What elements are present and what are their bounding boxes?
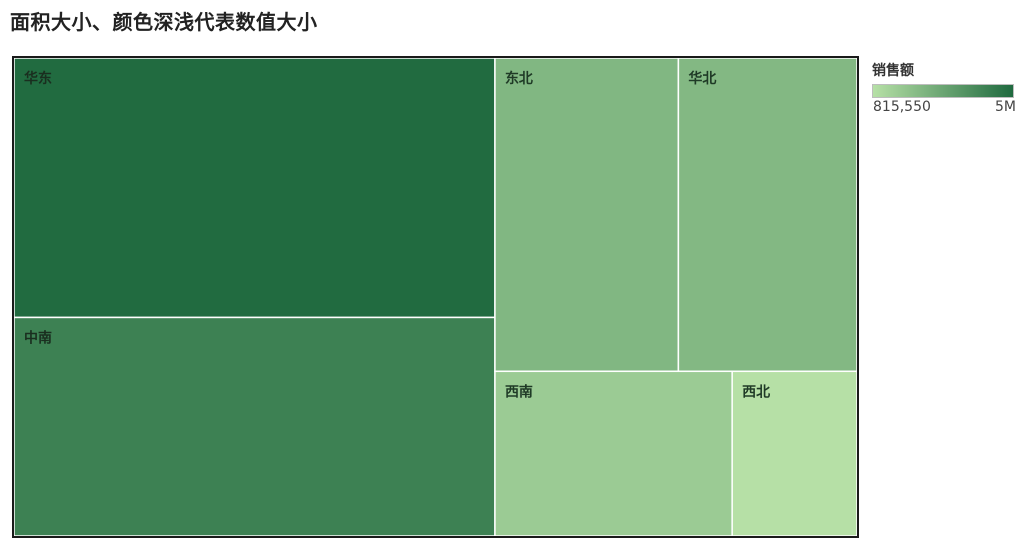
legend-max-label: 5M bbox=[995, 99, 1016, 115]
treemap-tile-label: 西北 bbox=[742, 384, 770, 400]
treemap-tile-label: 华北 bbox=[688, 70, 716, 87]
treemap-tile-华北[interactable] bbox=[677, 58, 857, 373]
page-title: 面积大小、颜色深浅代表数值大小 bbox=[10, 10, 318, 34]
treemap-tile-东北[interactable] bbox=[494, 58, 680, 373]
treemap-tile-label: 华东 bbox=[24, 70, 52, 87]
treemap-tile-中南[interactable] bbox=[14, 316, 496, 536]
treemap-tile-华东[interactable] bbox=[14, 58, 496, 319]
legend-min-label: 815,550 bbox=[873, 99, 931, 115]
treemap-chart: 华东中南 东北 华北西南 西北 bbox=[12, 56, 859, 538]
treemap-tile-label: 中南 bbox=[24, 329, 52, 346]
treemap-tile-西北[interactable] bbox=[731, 370, 857, 536]
treemap-tile-西南[interactable] bbox=[494, 370, 733, 536]
treemap-tile-label: 东北 bbox=[505, 70, 533, 87]
legend-ticks: 815,550 5M bbox=[872, 99, 1018, 119]
legend-gradient-bar bbox=[872, 84, 1014, 98]
legend-title: 销售额 bbox=[872, 63, 914, 79]
color-legend: 销售额 815,550 5M bbox=[872, 60, 1018, 119]
treemap-tile-label: 西南 bbox=[505, 383, 533, 400]
